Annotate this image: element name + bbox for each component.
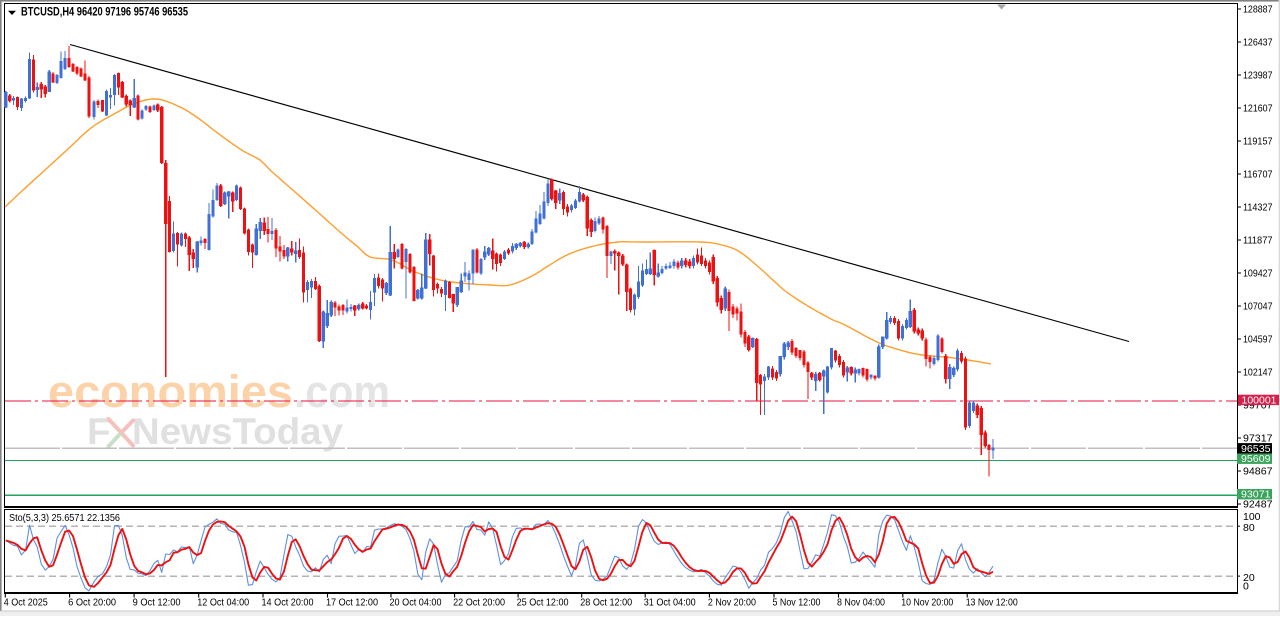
svg-text:5 Nov 12:00: 5 Nov 12:00: [773, 597, 821, 609]
svg-text:109427: 109427: [1243, 268, 1273, 280]
svg-text:0: 0: [1243, 581, 1249, 593]
svg-text:14 Oct 20:00: 14 Oct 20:00: [262, 597, 314, 609]
svg-text:31 Oct 04:00: 31 Oct 04:00: [644, 597, 696, 609]
svg-text:8 Nov 04:00: 8 Nov 04:00: [837, 597, 885, 609]
svg-text:119157: 119157: [1243, 136, 1273, 148]
svg-text:9 Oct 12:00: 9 Oct 12:00: [133, 597, 181, 609]
svg-text:28 Oct 12:00: 28 Oct 12:00: [580, 597, 632, 609]
svg-text:12 Oct 04:00: 12 Oct 04:00: [197, 597, 249, 609]
svg-text:25 Oct 12:00: 25 Oct 12:00: [517, 597, 569, 609]
svg-text:4 Oct 2025: 4 Oct 2025: [4, 597, 48, 609]
svg-text:93071: 93071: [1241, 489, 1271, 501]
svg-text:10 Nov 20:00: 10 Nov 20:00: [901, 597, 953, 609]
svg-text:96535: 96535: [1241, 443, 1271, 455]
svg-text:126437: 126437: [1243, 37, 1273, 49]
svg-text:107047: 107047: [1243, 301, 1273, 313]
svg-text:20 Oct 04:00: 20 Oct 04:00: [390, 597, 442, 609]
svg-text:100: 100: [1243, 511, 1261, 523]
svg-text:20: 20: [1243, 572, 1255, 584]
svg-text:128887: 128887: [1243, 4, 1273, 16]
svg-text:104597: 104597: [1243, 334, 1273, 346]
svg-text:17 Oct 12:00: 17 Oct 12:00: [326, 597, 378, 609]
svg-text:6 Oct 20:00: 6 Oct 20:00: [68, 597, 116, 609]
svg-text:BTCUSD,H4 96420 97196 95746 9: BTCUSD,H4 96420 97196 95746 96535: [21, 7, 188, 19]
svg-text:Sto(5,3,3) 25.6571 22.1356: Sto(5,3,3) 25.6571 22.1356: [9, 512, 120, 524]
svg-text:economies: economies: [48, 366, 293, 417]
svg-text:95609: 95609: [1241, 453, 1271, 465]
svg-text:2 Nov 20:00: 2 Nov 20:00: [708, 597, 756, 609]
svg-text:114327: 114327: [1243, 202, 1273, 214]
svg-text:92487: 92487: [1243, 499, 1273, 511]
svg-text:121607: 121607: [1243, 103, 1273, 115]
svg-text:100001: 100001: [1242, 395, 1277, 407]
svg-text:94867: 94867: [1243, 466, 1273, 478]
svg-text:97317: 97317: [1243, 433, 1273, 445]
svg-text:22 Oct 20:00: 22 Oct 20:00: [453, 597, 505, 609]
svg-text:13 Nov 12:00: 13 Nov 12:00: [966, 597, 1018, 609]
svg-text:111877: 111877: [1243, 235, 1273, 247]
svg-text:.com: .com: [294, 366, 390, 417]
svg-text:123987: 123987: [1243, 70, 1273, 82]
svg-text:116707: 116707: [1243, 169, 1273, 181]
svg-text:80: 80: [1243, 522, 1255, 534]
svg-text:102147: 102147: [1243, 367, 1273, 379]
